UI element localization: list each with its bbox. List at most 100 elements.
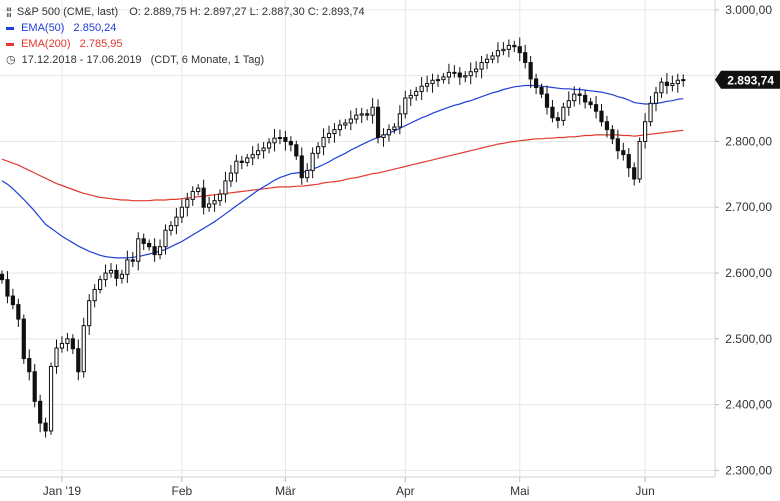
candle-body [239, 160, 244, 164]
candle-body [201, 187, 206, 208]
x-tick-label: Jan '19 [43, 484, 82, 498]
candle [397, 105, 402, 135]
candle [10, 288, 16, 310]
chart-type-icon: ¦¦¦ [6, 7, 12, 18]
candle [310, 147, 315, 179]
candle [277, 129, 283, 145]
candle-body [326, 133, 332, 139]
ema50-series [1, 84, 684, 259]
legend-ema50: EMA(50) 2.850,24 [6, 21, 116, 35]
candle [653, 86, 659, 112]
candle-body [604, 121, 610, 131]
candle-body [610, 129, 615, 140]
candle [610, 125, 615, 145]
candle [163, 224, 168, 255]
ema50-label: EMA(50) [21, 22, 65, 34]
candle [474, 61, 479, 78]
candle [174, 207, 179, 235]
candle [626, 148, 631, 177]
candle [38, 394, 43, 433]
candle [419, 76, 424, 101]
ema200-line [1, 129, 684, 202]
candle [108, 263, 114, 278]
symbol-label: S&P 500 (CME, last) [16, 6, 119, 18]
candle [299, 147, 304, 185]
candle-body [664, 81, 669, 87]
header-symbol-row: ¦¦¦ S&P 500 (CME, last) O: 2.889,75 H: 2… [6, 5, 365, 20]
candle [59, 336, 65, 353]
candle-body [495, 50, 501, 57]
candle [119, 269, 125, 284]
candle [370, 98, 375, 124]
candle-body [555, 117, 560, 121]
candle-body [561, 106, 566, 121]
candle [572, 86, 577, 107]
candle-body [32, 371, 37, 402]
candle-body [10, 295, 16, 306]
candle [81, 317, 86, 378]
candle-body [599, 110, 604, 123]
ema50-line [1, 84, 684, 259]
candle-body [408, 94, 413, 99]
candle [392, 123, 397, 134]
candle-body [577, 93, 582, 96]
candle-body [163, 229, 168, 248]
candle-body [452, 71, 457, 74]
clock-icon: ◷ [6, 54, 16, 66]
candle-body [92, 288, 97, 302]
candle-body [588, 101, 593, 106]
candle-body [659, 81, 664, 94]
x-tick-label: Mai [510, 484, 529, 498]
candle-body [332, 129, 337, 135]
candle-body [223, 180, 228, 195]
candle [359, 107, 364, 124]
candle-body [484, 58, 490, 64]
candle-body [65, 338, 70, 344]
candle-body [157, 246, 163, 256]
candle-body [506, 44, 511, 50]
ema50-swatch [6, 26, 14, 30]
candle [495, 42, 501, 64]
candle-body [310, 152, 315, 171]
candle [577, 87, 582, 105]
candle-body [392, 126, 397, 131]
candle-body [212, 200, 217, 205]
candle-body [234, 160, 239, 174]
candle [114, 264, 119, 287]
candle [136, 232, 141, 271]
candle-body [572, 93, 577, 102]
candle-body [648, 102, 653, 123]
candle-body [637, 140, 642, 180]
candle-body [21, 318, 26, 360]
candle [321, 128, 326, 156]
candle-body [152, 246, 157, 256]
candle [272, 128, 277, 152]
x-tick-label: Jun [635, 484, 654, 498]
candle [637, 137, 642, 183]
price-tag-label: 2.893,74 [727, 73, 774, 87]
candle-body [256, 150, 261, 156]
candle [332, 123, 337, 143]
candle-body [119, 273, 125, 279]
candle-body [185, 198, 190, 208]
candle-body [288, 140, 293, 146]
candle-body [217, 193, 223, 202]
grid-lines [0, 0, 716, 478]
candle [65, 332, 70, 352]
candle-body [207, 203, 212, 208]
candle [550, 100, 555, 123]
candle [457, 67, 462, 85]
candle [381, 128, 386, 147]
legend-ema200: EMA(200) 2.785,95 [6, 37, 122, 51]
candle [261, 142, 266, 159]
y-tick-label: 2.500,00 [725, 332, 772, 346]
candle [266, 138, 272, 154]
candle-body [179, 206, 184, 218]
candle [305, 163, 310, 183]
candle-body [27, 358, 32, 373]
candle-body [81, 325, 86, 373]
candle-body [528, 62, 533, 80]
candle-body [43, 422, 48, 432]
candle-body [272, 137, 277, 144]
